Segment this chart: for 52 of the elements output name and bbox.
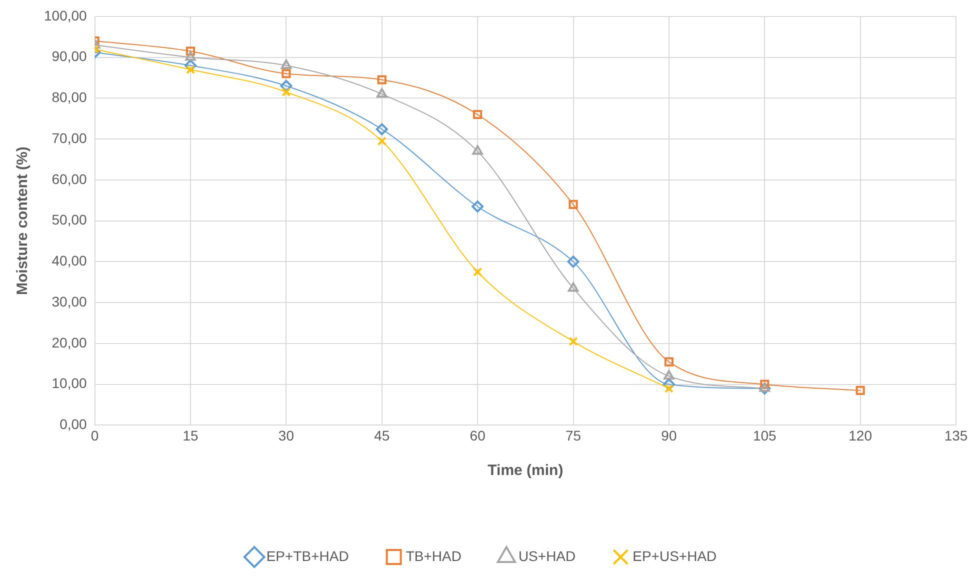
- point: [376, 88, 388, 98]
- x-tick-label: 105: [752, 427, 777, 444]
- x-tick-label: 120: [848, 427, 872, 444]
- legend-label: EP+US+HAD: [632, 548, 717, 564]
- y-tick-label: 50,00: [52, 212, 88, 228]
- legend-label: TB+HAD: [406, 548, 462, 564]
- x-tick-label: 90: [661, 427, 677, 444]
- x-tick-label: 60: [470, 427, 486, 444]
- x-tick-label: 75: [565, 427, 582, 444]
- point: [280, 80, 292, 92]
- y-tick-label: 0,00: [60, 416, 88, 432]
- point: [568, 282, 579, 292]
- legend-label: EP+TB+HAD: [266, 548, 349, 564]
- point: [377, 75, 386, 84]
- legend-label: US+HAD: [518, 548, 576, 564]
- y-tick-label: 30,00: [52, 293, 88, 310]
- point: [568, 336, 578, 346]
- x-tick-label: 135: [944, 427, 968, 444]
- y-tick-label: 80,00: [52, 89, 88, 106]
- point: [473, 110, 482, 120]
- point: [186, 65, 196, 74]
- point: [185, 51, 196, 61]
- y-tick-label: 20,00: [52, 334, 88, 350]
- point: [856, 386, 865, 395]
- y-tick-label: 10,00: [52, 375, 88, 392]
- x-axis-title: Time (min): [488, 462, 564, 480]
- y-tick-label: 70,00: [52, 130, 88, 146]
- point: [473, 267, 482, 276]
- point: [282, 87, 291, 97]
- x-tick-label: 30: [278, 427, 294, 444]
- y-axis-title: Moisture content (%): [14, 146, 32, 295]
- point: [567, 256, 580, 268]
- point: [568, 200, 578, 209]
- point: [377, 136, 386, 146]
- point: [376, 123, 388, 136]
- point: [280, 59, 292, 69]
- x-tick-label: 15: [182, 427, 199, 444]
- y-tick-label: 100,00: [44, 7, 88, 24]
- point: [759, 382, 770, 392]
- point: [184, 59, 197, 72]
- point: [186, 46, 196, 56]
- point: [662, 378, 675, 390]
- x-tick-label: 0: [90, 427, 99, 444]
- point: [472, 145, 483, 155]
- x-tick-label: 45: [374, 427, 390, 444]
- point: [472, 200, 484, 212]
- y-tick-label: 60,00: [52, 170, 88, 187]
- y-tick-label: 40,00: [52, 252, 88, 269]
- point: [664, 370, 674, 380]
- point: [282, 69, 291, 78]
- point: [664, 357, 674, 366]
- y-tick-label: 90,00: [52, 48, 88, 64]
